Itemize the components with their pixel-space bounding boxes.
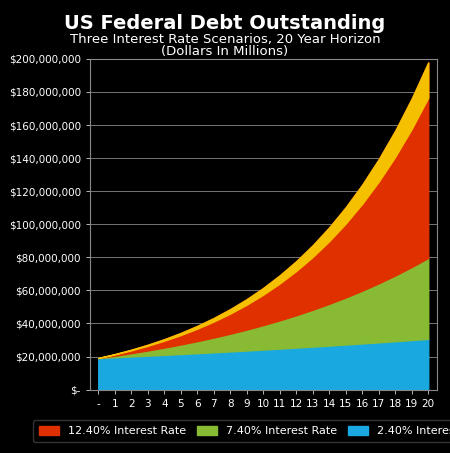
Text: Three Interest Rate Scenarios, 20 Year Horizon: Three Interest Rate Scenarios, 20 Year H… (70, 33, 380, 46)
Text: US Federal Debt Outstanding: US Federal Debt Outstanding (64, 14, 386, 34)
Text: (Dollars In Millions): (Dollars In Millions) (162, 45, 288, 58)
Legend: 12.40% Interest Rate, 7.40% Interest Rate, 2.40% Interest Rate: 12.40% Interest Rate, 7.40% Interest Rat… (33, 420, 450, 442)
